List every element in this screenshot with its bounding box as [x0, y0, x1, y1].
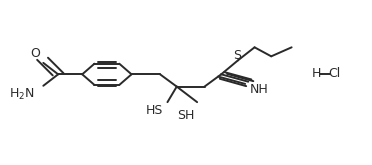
Text: SH: SH	[177, 109, 195, 122]
Text: H: H	[312, 67, 321, 80]
Text: Cl: Cl	[328, 67, 340, 80]
Text: NH: NH	[250, 83, 269, 96]
Text: HS: HS	[146, 104, 163, 117]
Text: O: O	[30, 47, 40, 60]
Text: S: S	[233, 49, 241, 62]
Text: H$_2$N: H$_2$N	[9, 86, 35, 101]
